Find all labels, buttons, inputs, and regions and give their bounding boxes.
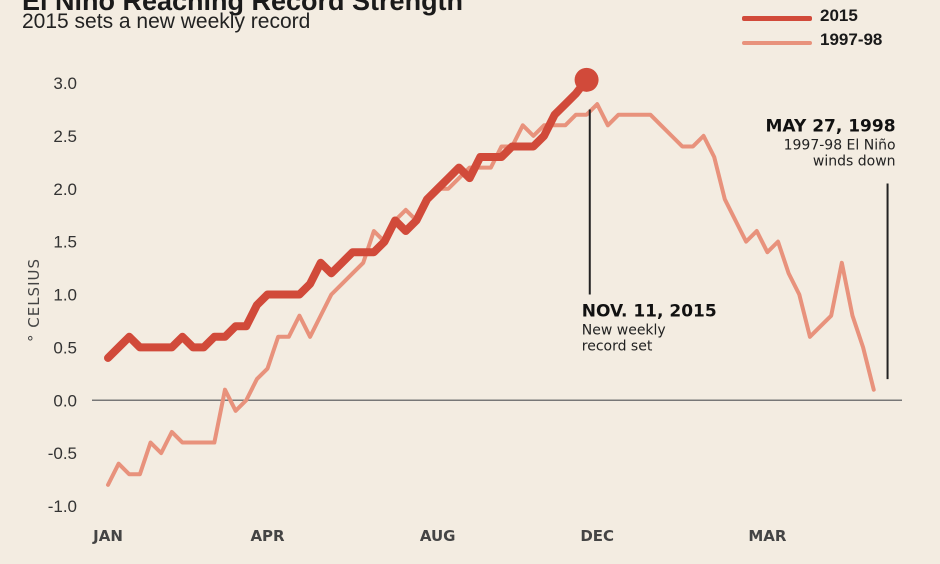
y-tick-label: 1.5 <box>53 233 77 252</box>
y-tick-label: 0.5 <box>53 338 77 357</box>
x-axis-ticks: JAN APR AUG DEC MAR <box>92 527 787 545</box>
series-line-2015 <box>104 75 591 362</box>
x-tick-label: APR <box>250 527 285 545</box>
annotation-text: winds down <box>813 153 896 169</box>
legend-label-2015: 2015 <box>820 6 858 25</box>
chart-title: El Niño Reaching Record Strength <box>22 0 464 16</box>
series-lines <box>104 67 876 487</box>
y-tick-label: 2.0 <box>53 180 77 199</box>
x-tick-label: DEC <box>580 527 614 545</box>
y-tick-label: 2.5 <box>53 127 77 146</box>
y-tick-label: -0.5 <box>48 444 77 463</box>
chart-subtitle: 2015 sets a new weekly record <box>22 10 311 33</box>
annotation-title: NOV. 11, 2015 <box>582 302 717 322</box>
x-tick-label: AUG <box>420 527 456 545</box>
y-axis-label: ° CELSIUS <box>25 258 43 342</box>
y-tick-label: 1.0 <box>53 286 77 305</box>
legend-swatch-2015 <box>742 16 812 21</box>
y-axis-ticks: 3.0 2.5 2.0 1.5 1.0 0.5 0.0 -0.5 -1.0 <box>48 74 77 516</box>
legend-swatch-1997-98 <box>742 41 812 45</box>
y-tick-label: 3.0 <box>53 74 77 93</box>
x-tick-label: MAR <box>748 527 787 545</box>
x-tick-label: JAN <box>92 527 123 545</box>
annotation-text: New weekly <box>582 323 666 339</box>
annotation-title: MAY 27, 1998 <box>766 116 896 136</box>
y-tick-label: 0.0 <box>53 391 77 410</box>
series-line-1997-98 <box>106 102 876 487</box>
annotation-text: record set <box>582 339 653 355</box>
legend-label-1997-98: 1997-98 <box>820 30 883 49</box>
annotation-text: 1997-98 El Niño <box>784 137 896 153</box>
y-tick-label: -1.0 <box>48 497 77 516</box>
record-point-marker <box>574 67 599 92</box>
